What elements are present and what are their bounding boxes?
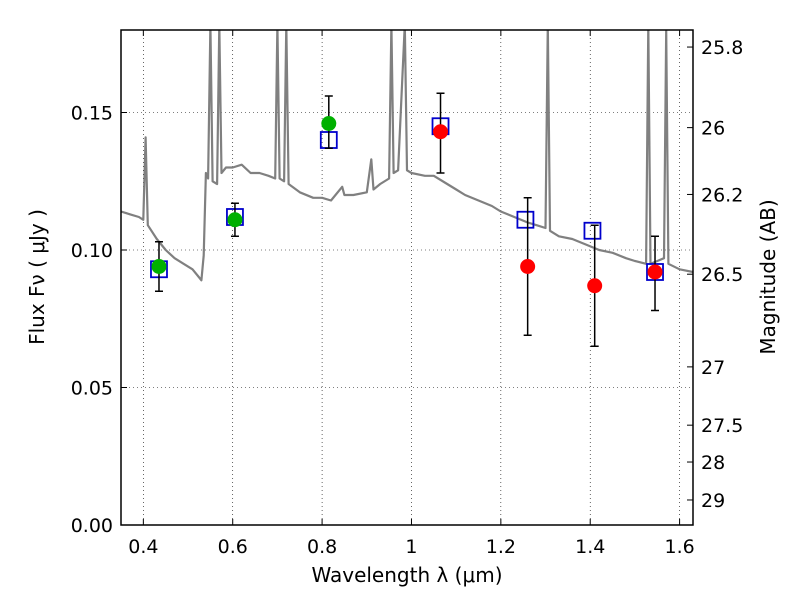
y2-tick-label: 27.5 bbox=[701, 415, 743, 437]
model-flux-square bbox=[516, 210, 535, 229]
plot-area bbox=[121, 30, 693, 282]
y-tick-label: 0.10 bbox=[71, 240, 113, 262]
x-tick-label: 1 bbox=[405, 536, 417, 558]
x-tick-label: 1.4 bbox=[575, 536, 605, 558]
y2-axis-label: Magnitude (AB) bbox=[756, 199, 780, 354]
x-tick-label: 1.2 bbox=[486, 536, 516, 558]
observed-flux-point bbox=[227, 212, 243, 228]
model-spectrum-line bbox=[121, 30, 693, 282]
x-axis: 0.4 0.6 0.8 1 1.2 1.4 1.6 bbox=[128, 30, 695, 558]
x-tick-label: 0.4 bbox=[128, 536, 158, 558]
observed-flux-point bbox=[321, 116, 337, 131]
y-axis: 0.00 0.05 0.10 0.15 bbox=[71, 103, 127, 537]
y-axis-label: Flux Fν ( μJy ) bbox=[25, 209, 49, 345]
y2-tick-label: 29 bbox=[701, 490, 725, 512]
x-axis-label: Wavelength λ (μm) bbox=[311, 563, 502, 587]
observed-flux-point bbox=[433, 124, 449, 140]
observed-flux-point bbox=[647, 264, 663, 280]
x-tick-label: 0.6 bbox=[218, 536, 248, 558]
error-bars bbox=[151, 92, 663, 347]
observed-flux-point bbox=[520, 259, 536, 274]
model-flux-square bbox=[583, 221, 602, 240]
y2-tick-label: 26 bbox=[701, 118, 725, 140]
x-tick-label: 0.8 bbox=[307, 536, 337, 558]
y2-tick-label: 25.8 bbox=[701, 37, 743, 59]
observed-flux-point bbox=[151, 259, 167, 274]
plot-frame bbox=[120, 29, 694, 526]
y2-tick-label: 27 bbox=[701, 357, 725, 379]
y2-tick-label: 26.5 bbox=[701, 264, 743, 286]
y-tick-label: 0.05 bbox=[71, 378, 113, 400]
observed-flux-point bbox=[587, 278, 603, 294]
x-tick-label: 1.6 bbox=[664, 536, 694, 558]
y2-axis: 25.8 26 26.2 26.5 27 27.5 28 29 bbox=[687, 37, 743, 512]
y2-tick-label: 28 bbox=[701, 452, 725, 474]
y2-tick-label: 26.2 bbox=[701, 184, 743, 206]
y-tick-label: 0.00 bbox=[71, 515, 113, 537]
grid bbox=[121, 30, 693, 525]
y-tick-label: 0.15 bbox=[71, 103, 113, 125]
